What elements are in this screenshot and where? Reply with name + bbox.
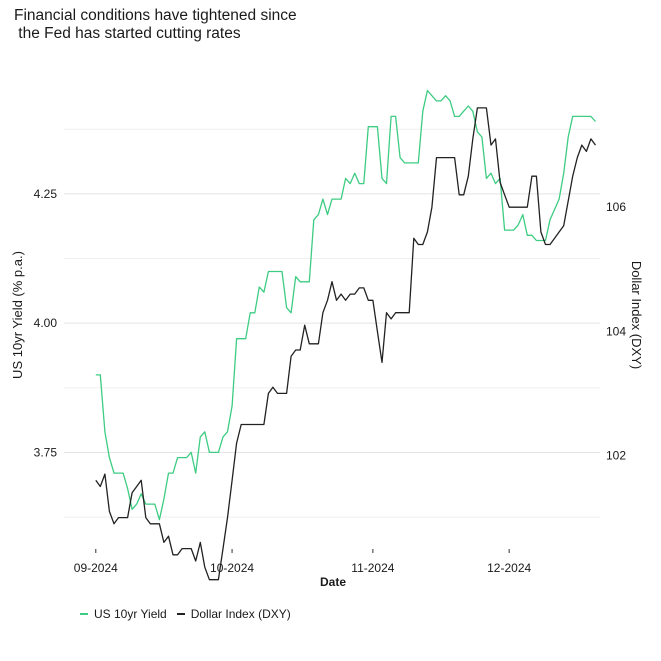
- y-tick-left-4.25: 4.25: [34, 187, 58, 201]
- chart-title: Financial conditions have tightened sinc…: [14, 7, 297, 42]
- series-lines: [95, 89, 597, 581]
- x-tick-09-2024: 09-2024: [74, 561, 118, 575]
- legend: US 10yr Yield Dollar Index (DXY): [80, 607, 291, 621]
- legend-item-yield: US 10yr Yield: [80, 607, 167, 621]
- series-line-dxy: [95, 107, 597, 581]
- y-tick-right-106: 106: [606, 200, 626, 214]
- y-tick-left-3.75: 3.75: [34, 445, 58, 459]
- legend-label-yield: US 10yr Yield: [94, 607, 167, 621]
- y-tick-right-102: 102: [606, 449, 626, 463]
- legend-item-dxy: Dollar Index (DXY): [176, 607, 291, 621]
- axis-labels: 3.75 4.00 4.25 102 104 106 09-2024 10-2024 11-20…: [10, 187, 644, 589]
- legend-label-dxy: Dollar Index (DXY): [190, 607, 291, 621]
- grid-lines: [64, 128, 600, 518]
- y-axis-title-left: US 10yr Yield (% p.a.): [10, 251, 25, 379]
- x-axis-title: Date: [320, 575, 346, 589]
- x-tick-11-2024: 11-2024: [351, 561, 394, 575]
- legend-swatch-yield: [80, 613, 88, 615]
- series-line-yield: [95, 89, 596, 521]
- y-tick-left-4.00: 4.00: [34, 316, 58, 330]
- x-tick-10-2024: 10-2024: [210, 561, 254, 575]
- y-tick-right-104: 104: [606, 324, 626, 338]
- x-tick-12-2024: 12-2024: [487, 561, 531, 575]
- y-axis-title-right: Dollar Index (DXY): [629, 261, 644, 369]
- legend-swatch-dxy: [176, 613, 185, 615]
